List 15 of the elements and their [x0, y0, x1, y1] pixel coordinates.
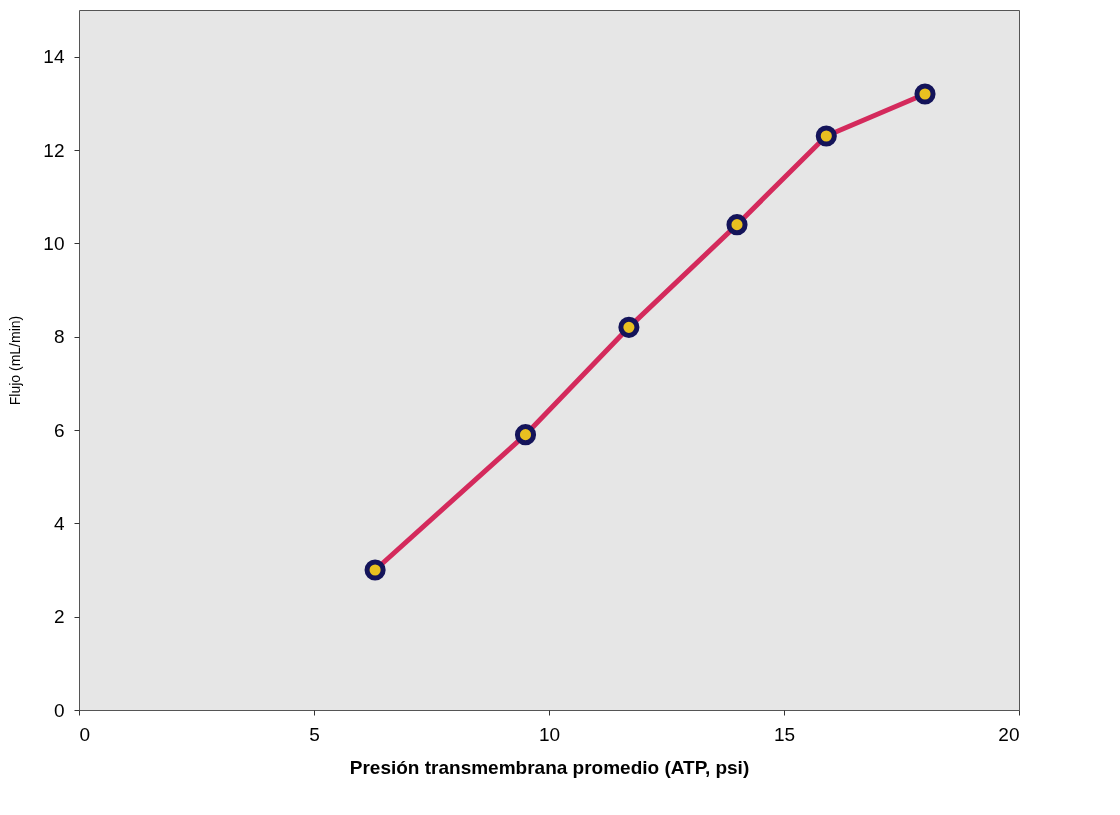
y-tick-label: 14	[43, 46, 65, 68]
y-tick-label: 6	[53, 419, 65, 441]
y-axis-title: Flujo (mL/min)	[7, 315, 24, 406]
y-tick-label: 12	[43, 139, 65, 161]
x-tick-label: 20	[998, 723, 1020, 745]
y-tick-label: 10	[43, 232, 65, 254]
x-axis-title: Presión transmembrana promedio (ATP, psi)	[349, 756, 750, 778]
y-tick-label: 2	[53, 606, 65, 628]
y-tick-label: 4	[53, 512, 65, 534]
x-tick-label: 10	[538, 723, 561, 745]
x-tick-label: 0	[79, 723, 91, 745]
y-tick-label: 0	[53, 699, 65, 721]
x-tick-label: 5	[309, 723, 320, 745]
x-tick-label: 15	[773, 723, 796, 745]
y-tick-label: 8	[53, 326, 65, 348]
